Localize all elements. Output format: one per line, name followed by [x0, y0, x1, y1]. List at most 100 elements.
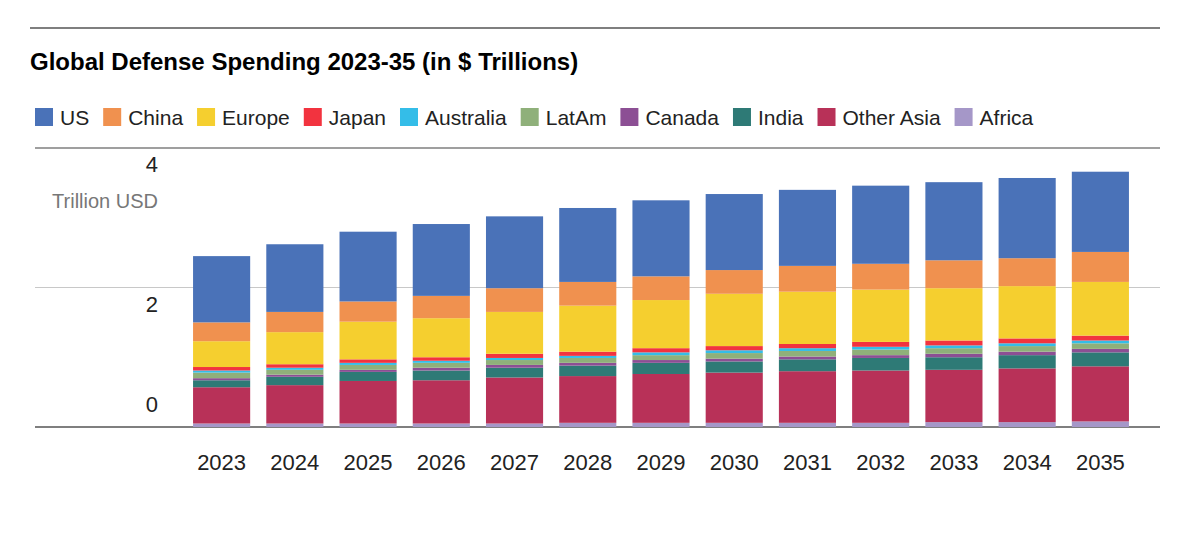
x-tick-label: 2028 [563, 450, 612, 475]
bar-segment [852, 186, 909, 264]
bar-segment [779, 359, 836, 371]
x-tick-label: 2024 [270, 450, 319, 475]
bar-segment [852, 355, 909, 358]
bar-segment [779, 190, 836, 266]
bar-segment [632, 200, 689, 276]
bar-segment [486, 312, 543, 354]
y-tick-label: 0 [146, 392, 158, 417]
x-tick-label: 2031 [783, 450, 832, 475]
bar-segment [340, 359, 397, 362]
bar-segment [779, 292, 836, 344]
bar-segment [1072, 349, 1129, 352]
bar-segment [266, 375, 323, 377]
bar-segment [559, 356, 616, 358]
bar-segment [559, 352, 616, 356]
bar-segment [999, 258, 1056, 286]
bar-segment [632, 300, 689, 348]
bar-segment [486, 377, 543, 423]
bar-segment [1072, 172, 1129, 252]
bar-segment [413, 361, 470, 363]
bar-segment [999, 286, 1056, 338]
bar-segment [706, 350, 763, 353]
bar-segment [999, 355, 1056, 368]
bar-segment [340, 322, 397, 360]
bar-segment [999, 368, 1056, 422]
bar-segment [559, 366, 616, 376]
bar-segment [266, 332, 323, 364]
bar-segment [193, 341, 250, 367]
bar-segment [1072, 282, 1129, 336]
bar-segment [559, 363, 616, 366]
bar-segment [852, 358, 909, 371]
bar-segment [779, 266, 836, 292]
bar-segment [999, 346, 1056, 352]
bar-segment [486, 354, 543, 358]
x-tick-label: 2027 [490, 450, 539, 475]
bar-segment [266, 244, 323, 312]
bar-segment [340, 372, 397, 381]
bar-segment [486, 358, 543, 360]
legend-label: Other Asia [843, 106, 941, 129]
bar-segment [632, 355, 689, 360]
bar-segment [706, 294, 763, 346]
bar-segment [413, 296, 470, 318]
bar-segment [193, 424, 250, 427]
legend-swatch [400, 108, 418, 126]
legend: USChinaEuropeJapanAustraliaLatAmCanadaIn… [35, 106, 1034, 129]
bar-segment [632, 348, 689, 352]
y-axis-label: Trillion USD [52, 190, 158, 212]
legend-swatch [955, 108, 973, 126]
bar-segment [852, 290, 909, 342]
bar-segment [193, 373, 250, 379]
bar-segment [193, 322, 250, 341]
bar-segment [266, 364, 323, 367]
legend-label: China [128, 106, 183, 129]
bar-segment [706, 353, 763, 359]
x-tick-label: 2034 [1003, 450, 1052, 475]
title: Global Defense Spending 2023-35 (in $ Tr… [30, 48, 578, 75]
bar-segment [1072, 366, 1129, 421]
legend-swatch [304, 108, 322, 126]
bar-segment [925, 348, 982, 354]
bar-segment [193, 380, 250, 387]
bar-segment [413, 224, 470, 296]
bar-segment [413, 424, 470, 427]
bar-segment [852, 423, 909, 427]
bars [193, 172, 1129, 427]
bar-segment [559, 376, 616, 423]
bar-segment [925, 341, 982, 346]
legend-label: US [60, 106, 89, 129]
bar-segment [340, 424, 397, 427]
y-tick-label: 4 [146, 152, 158, 177]
bar-segment [706, 373, 763, 423]
bar-segment [1072, 421, 1129, 427]
bar-segment [193, 387, 250, 423]
bar-segment [413, 371, 470, 381]
legend-swatch [818, 108, 836, 126]
bar-segment [266, 377, 323, 385]
bar-segment [706, 346, 763, 350]
y-axis: 024 [35, 148, 1160, 427]
bar-segment [632, 352, 689, 355]
bar-segment [559, 423, 616, 427]
bar-segment [486, 424, 543, 427]
bar-segment [632, 374, 689, 423]
legend-label: Europe [222, 106, 290, 129]
bar-segment [1072, 336, 1129, 341]
bar-segment [193, 256, 250, 322]
legend-label: Africa [980, 106, 1034, 129]
x-tick-label: 2023 [197, 450, 246, 475]
bar-segment [413, 357, 470, 360]
bar-segment [486, 360, 543, 365]
legend-swatch [733, 108, 751, 126]
bar-segment [340, 381, 397, 424]
bar-segment [486, 288, 543, 312]
bar-segment [925, 182, 982, 260]
bar-segment [999, 422, 1056, 427]
legend-label: India [758, 106, 804, 129]
bar-segment [1072, 341, 1129, 344]
bar-segment [340, 232, 397, 302]
bar-segment [779, 344, 836, 348]
bar-segment [486, 365, 543, 368]
x-tick-label: 2032 [856, 450, 905, 475]
